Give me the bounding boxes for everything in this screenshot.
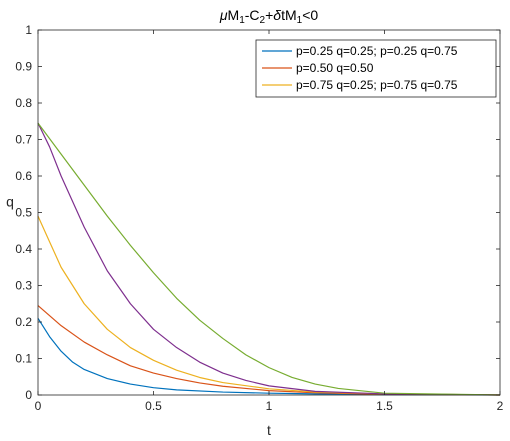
y-tick-label: 0.4	[15, 242, 32, 256]
chart-title: μM1-C2+δtM1<0	[219, 7, 319, 26]
x-tick-label: 1.5	[376, 399, 393, 413]
x-axis-label: t	[267, 422, 271, 438]
x-tick-label: 0	[35, 399, 42, 413]
y-tick-label: 0.6	[15, 169, 32, 183]
y-tick-label: 0	[25, 388, 32, 402]
y-tick-label: 0.3	[15, 279, 32, 293]
y-tick-label: 0.2	[15, 315, 32, 329]
y-axis-label: q	[6, 194, 14, 210]
series-line-4	[37, 122, 501, 396]
series-line-1	[37, 318, 501, 396]
legend: p=0.25 q=0.25; p=0.25 q=0.75 p=0.50 q=0.5…	[255, 39, 497, 98]
y-tick-label: 0.5	[15, 206, 32, 220]
y-tick-label: 0.8	[15, 96, 32, 110]
legend-label: p=0.75 q=0.25; p=0.75 q=0.75	[296, 78, 458, 92]
y-tick-label: 0.9	[15, 60, 32, 74]
tick-labels: 0 0.5 1 1.5 2 0 0.1 0.2 0.3 0.4 0.5 0.6 0.7 0.8 0.9 1	[15, 23, 503, 413]
x-tick-label: 2	[497, 399, 504, 413]
series-line-3	[37, 215, 501, 396]
legend-box	[255, 39, 497, 98]
axes-layer	[37, 29, 501, 396]
y-tick-label: 0.1	[15, 352, 32, 366]
series-layer	[37, 122, 501, 396]
x-tick-label: 1	[266, 399, 273, 413]
series-line-5	[37, 122, 501, 396]
y-tick-label: 0.7	[15, 133, 32, 147]
x-tick-label: 0.5	[145, 399, 162, 413]
y-tick-label: 1	[25, 23, 32, 37]
legend-label: p=0.25 q=0.25; p=0.25 q=0.75	[296, 44, 458, 58]
legend-label: p=0.50 q=0.50	[296, 61, 374, 75]
series-line-2	[37, 305, 501, 396]
